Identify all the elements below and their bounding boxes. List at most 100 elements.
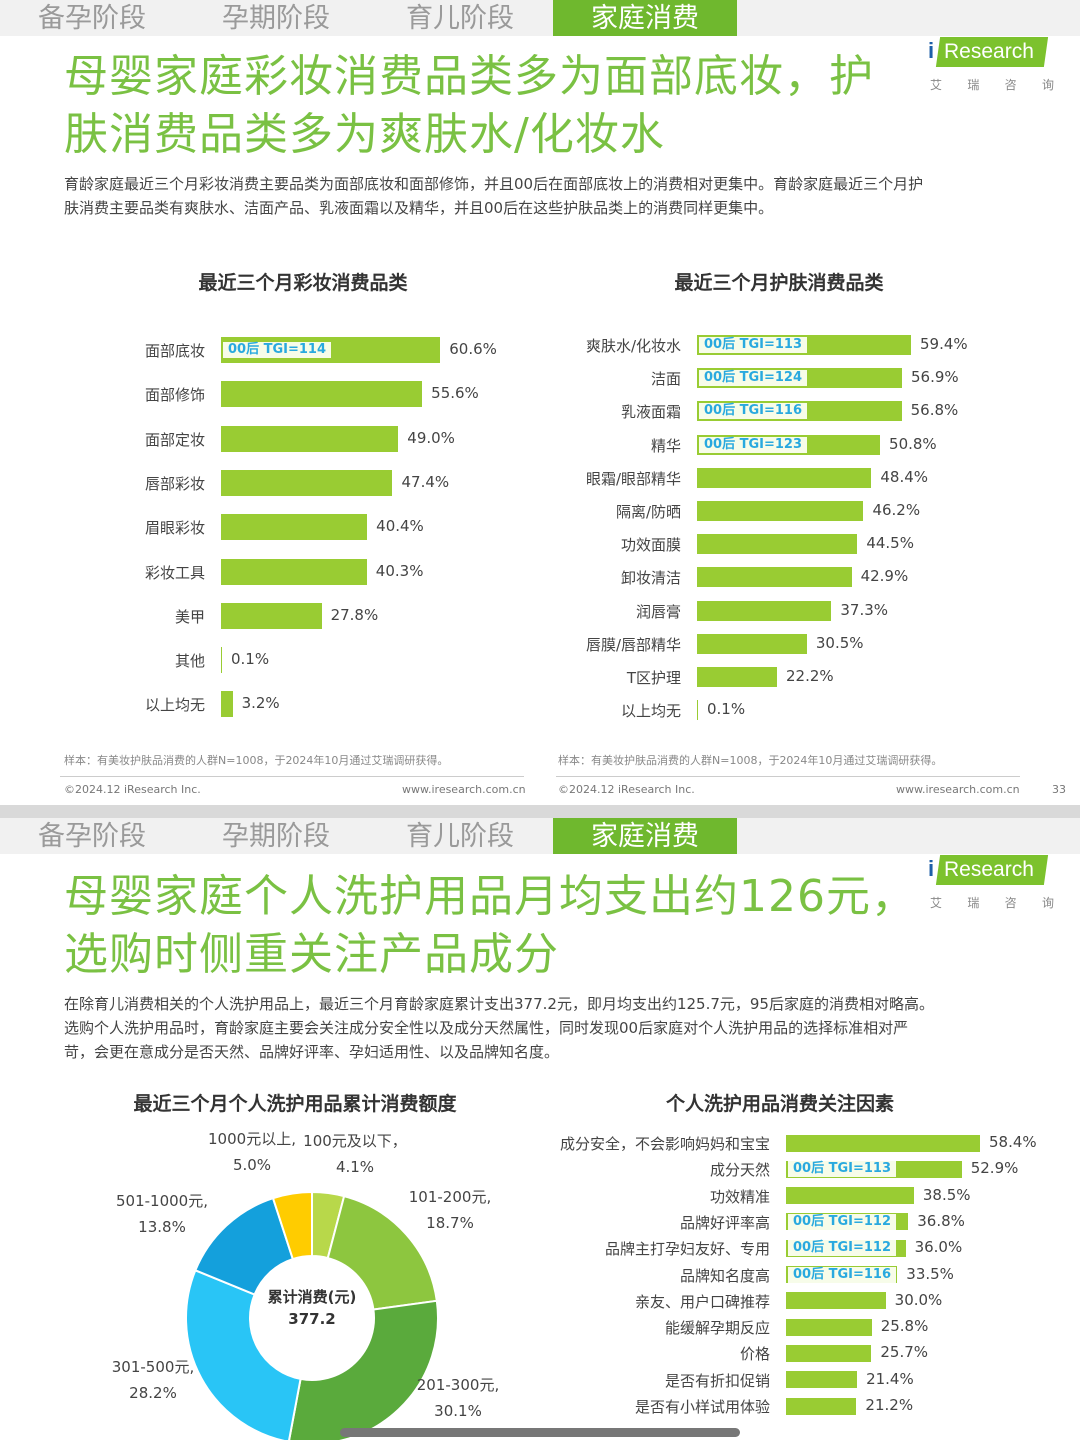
- category-label: 面部底妆: [144, 342, 205, 360]
- category-label: 亲友、用户口碑推荐: [634, 1292, 770, 1311]
- tgi-annotation: 00后 TGI=124: [699, 370, 808, 387]
- slice-value: 30.1%: [434, 1402, 482, 1420]
- slice-label: 100元及以下， 4.1%: [300, 1128, 410, 1180]
- slice-name: 301-500元,: [111, 1358, 195, 1376]
- donut-hole: [250, 1256, 374, 1380]
- value-label: 59.4%: [920, 335, 968, 353]
- category-label: 功效精准: [709, 1187, 770, 1206]
- logo-cn-char: 瑞: [967, 78, 980, 92]
- slide-description-line-1: 育龄家庭最近三个月彩妆消费主要品类为面部底妆和面部修饰，并且00后在面部底妆上的…: [64, 175, 924, 193]
- category-label: 卸妆清洁: [620, 569, 681, 588]
- value-label: 52.9%: [970, 1159, 1019, 1178]
- tab-pre-pregnancy[interactable]: 备孕阶段: [38, 3, 146, 34]
- horizontal-scrollbar[interactable]: [340, 1428, 740, 1437]
- category-label: 是否有小样试用体验: [634, 1398, 770, 1416]
- category-label: 隔离/防晒: [615, 503, 681, 521]
- bar: [221, 469, 393, 496]
- value-label: 42.9%: [860, 567, 909, 586]
- value-label: 21.2%: [865, 1396, 914, 1414]
- tab-pregnancy[interactable]: 孕期阶段: [222, 821, 330, 852]
- slide-title-line-2: 选购时侧重关注产品成分: [64, 929, 559, 980]
- value-label: 55.6%: [431, 384, 479, 403]
- category-label: 品牌好评率高: [679, 1213, 770, 1232]
- tab-childcare[interactable]: 育儿阶段: [406, 3, 514, 34]
- value-label: 30.5%: [815, 633, 864, 652]
- slice-value: 28.2%: [129, 1384, 177, 1402]
- bar: [786, 1397, 857, 1415]
- tgi-annotation: 00后 TGI=112: [788, 1240, 897, 1257]
- category-label: 洁面: [650, 370, 681, 389]
- category-label: 乳液面霜: [620, 403, 681, 422]
- sample-note-left: 样本：有美妆护肤品消费的人群N=1008，于2024年10月通过艾瑞调研获得。: [64, 754, 449, 767]
- category-label: 润唇膏: [635, 602, 681, 621]
- tgi-annotation: 00后 TGI=116: [788, 1266, 897, 1283]
- tab-childcare[interactable]: 育儿阶段: [406, 821, 514, 852]
- copyright-left: ©2024.12 iResearch Inc.: [64, 783, 201, 796]
- slice-name: 201-300元,: [416, 1376, 500, 1394]
- category-label: 品牌知名度高: [679, 1266, 770, 1285]
- makeup-chart-title: 最近三个月彩妆消费品类: [198, 272, 408, 294]
- website-left[interactable]: www.iresearch.com.cn: [402, 783, 526, 796]
- value-label: 49.0%: [407, 428, 455, 447]
- slide-description-line-2: 肤消费主要品类有爽肤水、洁面产品、乳液面霜以及精华，并且00后在这些护肤品类上的…: [64, 199, 774, 217]
- tgi-annotation: 00后 TGI=116: [699, 403, 808, 420]
- tab-pregnancy[interactable]: 孕期阶段: [222, 3, 330, 34]
- bar: [221, 381, 423, 408]
- bar: [697, 667, 777, 687]
- category-label: 爽肤水/化妆水: [585, 337, 681, 355]
- category-label: 功效面膜: [620, 536, 681, 555]
- value-label: 56.9%: [911, 368, 959, 387]
- slice-label: 201-300元, 30.1%: [408, 1372, 508, 1424]
- slide-makeup-skincare: 备孕阶段 孕期阶段 育儿阶段 家庭消费 i Research 艾 瑞 咨 询 母…: [0, 0, 1080, 796]
- logo-cn-char: 询: [1041, 896, 1054, 910]
- logo-wordmark: Research: [944, 858, 1034, 881]
- bar: [221, 514, 368, 541]
- bar: [786, 1371, 858, 1389]
- slice-value: 4.1%: [335, 1158, 375, 1176]
- logo-cn-char: 咨: [1004, 78, 1017, 92]
- copyright-right: ©2024.12 iResearch Inc.: [558, 783, 695, 796]
- bar: [697, 534, 858, 555]
- value-label: 44.5%: [866, 534, 914, 553]
- tab-pre-pregnancy[interactable]: 备孕阶段: [38, 821, 146, 852]
- category-label: 唇部彩妆: [144, 474, 205, 493]
- category-label: 面部定妆: [144, 430, 205, 449]
- stage-tabbar: 备孕阶段 孕期阶段 育儿阶段 家庭消费: [0, 0, 1080, 36]
- tgi-annotation: 00后 TGI=123: [699, 436, 808, 453]
- bar: [221, 691, 233, 718]
- logo-cn-char: 咨: [1004, 896, 1017, 910]
- value-label: 30.0%: [894, 1290, 943, 1309]
- logo-cn-char: 瑞: [967, 896, 980, 910]
- category-label: 能缓解孕期反应: [664, 1319, 770, 1338]
- slice-name: 1000元以上,: [208, 1130, 296, 1148]
- slide-description-line-3: 苛，会更在意成分是否天然、品牌好评率、孕妇适用性、以及品牌知名度。: [64, 1043, 560, 1061]
- value-label: 40.3%: [375, 561, 424, 580]
- slice-value: 5.0%: [232, 1156, 272, 1174]
- category-label: 眉眼彩妆: [144, 519, 205, 538]
- value-label: 21.4%: [866, 1369, 914, 1388]
- bar: [786, 1344, 872, 1362]
- category-label: 价格: [739, 1345, 770, 1364]
- website-right[interactable]: www.iresearch.com.cn: [896, 783, 1020, 796]
- slice-label: 501-1000元, 13.8%: [108, 1188, 216, 1240]
- tab-family-consumption[interactable]: 家庭消费: [553, 0, 737, 36]
- logo-i-mark: i: [928, 856, 935, 881]
- value-label: 0.1%: [231, 650, 270, 669]
- slice-name: 501-1000元,: [116, 1192, 208, 1210]
- slide-title-line-2: 肤消费品类多为爽肤水/化妆水: [64, 109, 665, 160]
- slice-label: 301-500元, 28.2%: [104, 1354, 202, 1406]
- bar: [697, 700, 698, 721]
- logo-wordmark: Research: [944, 40, 1034, 63]
- donut-center-label: 累计消费(元) 377.2: [252, 1286, 372, 1330]
- category-label: 以上均无: [144, 696, 205, 715]
- bar: [786, 1187, 914, 1205]
- tgi-annotation: 00后 TGI=113: [699, 337, 808, 353]
- value-label: 0.1%: [707, 700, 746, 719]
- tab-family-consumption[interactable]: 家庭消费: [553, 818, 737, 854]
- tgi-annotation: 00后 TGI=113: [788, 1161, 897, 1178]
- category-label: 以上均无: [620, 702, 681, 721]
- logo-cn-char: 艾: [930, 78, 943, 92]
- slide-personal-care: 备孕阶段 孕期阶段 育儿阶段 家庭消费 i Research 艾 瑞 咨 询 母…: [0, 818, 1080, 1440]
- bar: [697, 467, 872, 488]
- value-label: 56.8%: [910, 401, 959, 420]
